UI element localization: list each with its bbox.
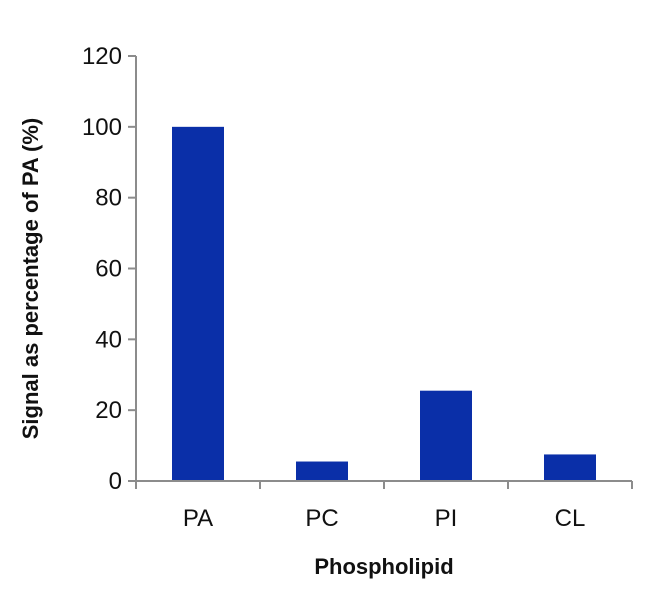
x-tick-label: PA — [183, 505, 213, 532]
x-axis-title: Phospholipid — [314, 554, 453, 579]
y-tick-label: 0 — [109, 468, 122, 495]
y-tick-label: 20 — [95, 397, 122, 424]
y-tick-label: 60 — [95, 256, 122, 283]
bar-cl — [544, 454, 596, 481]
y-axis-title: Signal as percentage of PA (%) — [18, 118, 43, 440]
bar-pi — [420, 390, 472, 481]
y-tick-label: 80 — [95, 185, 122, 212]
x-tick-label: PI — [435, 505, 458, 532]
y-tick-label: 120 — [82, 43, 122, 70]
bar-pc — [296, 461, 348, 481]
x-tick-label: CL — [555, 505, 586, 532]
bar-pa — [172, 126, 224, 481]
labels-layer: 0 20 40 60 80 100 120 PA PC PI CL — [82, 43, 585, 532]
bars-layer — [172, 126, 596, 481]
y-tick-label: 100 — [82, 114, 122, 141]
y-tick-label: 40 — [95, 326, 122, 353]
x-tick-label: PC — [305, 505, 338, 532]
axes-layer — [128, 55, 633, 489]
